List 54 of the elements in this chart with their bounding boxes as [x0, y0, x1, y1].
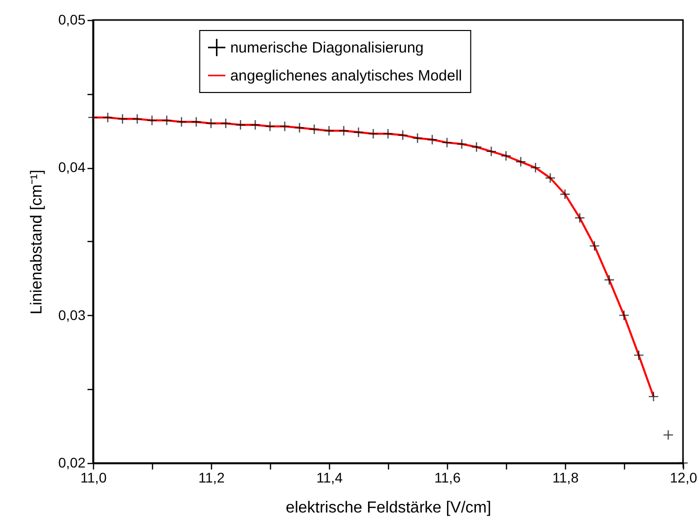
point	[618, 310, 630, 321]
point	[161, 115, 172, 126]
point	[250, 120, 261, 130]
x-axis-title: elektrische Feldstärke [V/cm]	[286, 500, 492, 516]
y-axis-title: Linienabstand [cm⁻¹]	[28, 170, 46, 314]
point	[279, 120, 290, 132]
point	[397, 130, 408, 141]
point	[338, 125, 350, 136]
point	[102, 112, 114, 123]
point	[560, 188, 570, 200]
point	[456, 138, 468, 150]
point	[426, 134, 438, 145]
point	[530, 162, 541, 174]
point	[633, 350, 644, 361]
point	[382, 128, 394, 140]
x-tick-label: 11,4	[316, 470, 343, 486]
point	[648, 391, 659, 402]
point	[146, 115, 158, 126]
point	[486, 146, 497, 157]
y-tick-label: 0,03	[58, 306, 86, 323]
point	[190, 116, 202, 128]
point	[176, 116, 187, 128]
y-tick-label: 0,04	[58, 159, 86, 176]
y-tick-label: 0,02	[58, 454, 86, 470]
point	[442, 137, 452, 148]
point	[589, 240, 600, 252]
x-tick-label: 11,0	[80, 470, 107, 486]
point	[220, 118, 232, 129]
point	[206, 118, 216, 129]
legend-label: numerische Diagonalisierung	[230, 40, 424, 56]
point	[308, 124, 320, 135]
x-tick-label: 12,0	[670, 470, 698, 486]
point	[132, 114, 143, 124]
x-tick-label: 11,2	[198, 470, 225, 486]
line-series	[93, 116, 654, 398]
point	[324, 125, 334, 136]
point	[264, 120, 276, 132]
point	[294, 122, 305, 134]
point	[471, 142, 482, 152]
point	[117, 114, 128, 124]
point	[412, 132, 423, 144]
legend-label: angeglichenes analytisches Modell	[230, 68, 462, 84]
point	[574, 212, 586, 224]
x-tick-label: 11,8	[552, 470, 579, 486]
point	[604, 274, 615, 286]
point	[500, 150, 512, 162]
y-tick-label: 0,05	[58, 12, 86, 28]
point	[368, 128, 379, 140]
point	[515, 156, 526, 168]
point	[353, 126, 364, 138]
point	[544, 172, 556, 184]
point	[662, 430, 674, 440]
x-tick-label: 11,6	[434, 470, 461, 486]
point	[235, 120, 246, 130]
